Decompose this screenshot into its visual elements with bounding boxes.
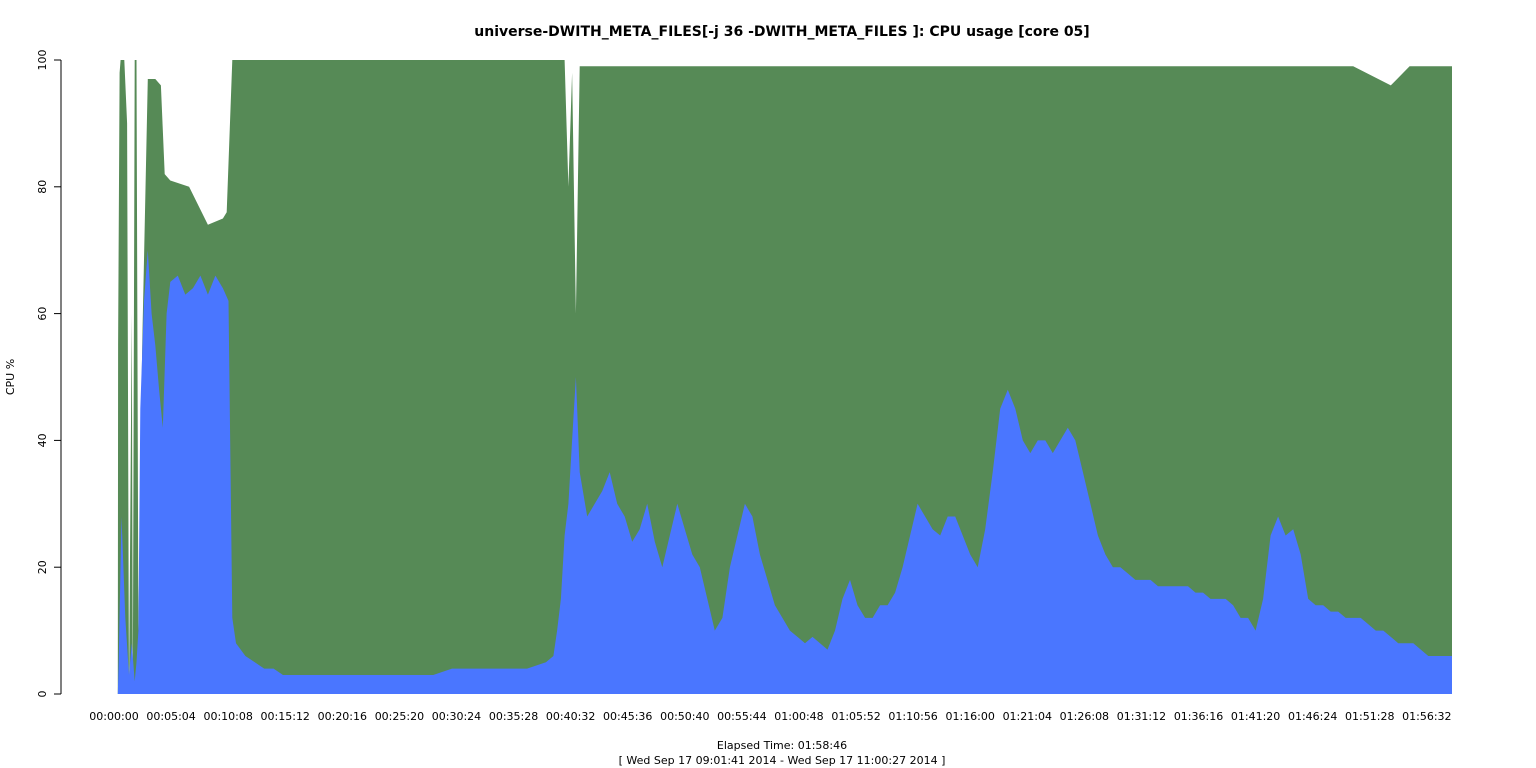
x-tick-label: 01:16:00 — [945, 710, 994, 723]
x-tick-label: 01:36:16 — [1174, 710, 1223, 723]
x-tick-label: 01:00:48 — [774, 710, 823, 723]
x-axis-ticks: 00:00:00 00:05:04 00:10:08 00:15:12 00:20:16… — [89, 710, 1451, 723]
x-tick-label: 00:25:20 — [375, 710, 424, 723]
x-tick-label: 01:05:52 — [831, 710, 880, 723]
x-tick-label: 01:51:28 — [1345, 710, 1394, 723]
x-tick-label: 00:40:32 — [546, 710, 595, 723]
x-tick-label: 00:35:28 — [489, 710, 538, 723]
y-tick-label: 100 — [36, 50, 49, 71]
x-tick-label: 00:15:12 — [261, 710, 310, 723]
x-tick-label: 01:41:20 — [1231, 710, 1280, 723]
x-tick-label: 01:31:12 — [1117, 710, 1166, 723]
x-axis-label: Elapsed Time: 01:58:46 — [717, 739, 847, 752]
x-tick-label: 01:10:56 — [888, 710, 937, 723]
x-tick-label: 01:21:04 — [1003, 710, 1052, 723]
y-tick-label: 20 — [36, 560, 49, 574]
series-layer — [114, 60, 1452, 694]
x-tick-label: 00:10:08 — [203, 710, 252, 723]
x-tick-label: 00:45:36 — [603, 710, 652, 723]
x-tick-label: 00:00:00 — [89, 710, 138, 723]
x-tick-label: 00:50:40 — [660, 710, 709, 723]
y-tick-label: 0 — [36, 691, 49, 698]
x-tick-label: 01:46:24 — [1288, 710, 1337, 723]
chart-title: universe-DWITH_META_FILES[-j 36 -DWITH_M… — [474, 24, 1089, 40]
x-tick-label: 00:55:44 — [717, 710, 766, 723]
series-area-2 — [114, 250, 1452, 694]
y-tick-label: 40 — [36, 433, 49, 447]
x-tick-label: 00:20:16 — [318, 710, 367, 723]
y-axis-ticks: 0 20 40 60 80 100 — [36, 50, 61, 698]
y-tick-label: 60 — [36, 307, 49, 321]
y-tick-label: 80 — [36, 180, 49, 194]
y-axis-label: CPU % — [4, 359, 17, 395]
series-area-1 — [114, 60, 1452, 694]
x-tick-label: 00:05:04 — [146, 710, 195, 723]
x-tick-label: 01:56:32 — [1402, 710, 1451, 723]
x-tick-label: 01:26:08 — [1060, 710, 1109, 723]
x-tick-label: 00:30:24 — [432, 710, 481, 723]
x-axis-time-range: [ Wed Sep 17 09:01:41 2014 - Wed Sep 17 … — [619, 754, 946, 767]
